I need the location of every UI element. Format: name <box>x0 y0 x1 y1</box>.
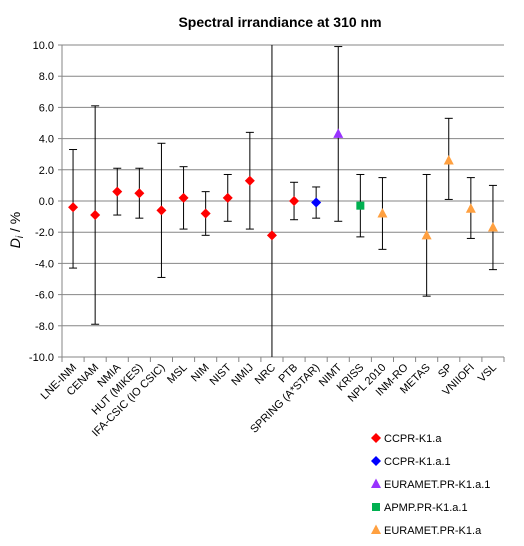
data-point <box>311 197 322 208</box>
data-point <box>90 210 101 221</box>
data-point <box>178 192 189 203</box>
category-label: NMIJ <box>229 362 256 389</box>
data-point <box>443 154 454 165</box>
legend-entry: EURAMET.PR-K1.a <box>384 525 482 537</box>
data-point <box>134 188 145 199</box>
y-tick-label: -6.0 <box>35 290 54 302</box>
legend-entry: EURAMET.PR-K1.a.1 <box>384 479 490 491</box>
data-point <box>266 230 277 241</box>
y-tick-label: -8.0 <box>35 321 54 333</box>
legend-entry: CCPR-K1.a.1 <box>384 456 451 468</box>
category-label: NRC <box>253 362 278 387</box>
data-point <box>465 203 476 213</box>
legend-marker <box>371 524 381 534</box>
y-tick-label: 2.0 <box>39 165 54 177</box>
data-point <box>289 196 300 206</box>
legend-entry: CCPR-K1.a <box>384 433 442 445</box>
x-tick-marks <box>61 357 505 362</box>
data-point <box>112 186 123 197</box>
data-point <box>244 175 255 186</box>
y-tick-label: 4.0 <box>39 134 54 146</box>
legend-marker <box>372 503 380 511</box>
category-label: NIST <box>208 361 234 387</box>
svg-text:Di / %: Di / % <box>7 212 26 248</box>
y-tick-labels: 10.0 8.0 6.0 4.0 2.0 0.0 -2.0 -4.0 -6.0 -8.0 -10.0 <box>29 40 54 364</box>
data-point <box>200 208 211 219</box>
y-axis-label: Di / % <box>7 212 26 248</box>
data-point <box>377 207 388 218</box>
y-tick-label: -2.0 <box>35 227 54 239</box>
data-point <box>68 202 79 213</box>
y-tick-label: 0.0 <box>39 196 54 208</box>
chart-title: Spectral irrandiance at 310 nm <box>178 14 381 30</box>
y-tick-label: 6.0 <box>39 102 54 114</box>
legend: CCPR-K1.a CCPR-K1.a.1 EURAMET.PR-K1.a.1 APM… <box>371 433 490 537</box>
data-point <box>421 229 432 240</box>
y-tick-label: 8.0 <box>39 71 54 83</box>
y-axis-label-sub: i <box>15 235 26 238</box>
legend-marker <box>371 478 381 488</box>
y-axis-label-rest: / % <box>7 212 23 236</box>
y-tick-label: -10.0 <box>29 352 54 364</box>
gridlines <box>58 44 504 358</box>
data-point <box>487 222 498 232</box>
category-label: VSL <box>476 362 499 385</box>
data-point <box>356 201 365 210</box>
data-point <box>156 205 167 216</box>
y-tick-label: -4.0 <box>35 258 54 270</box>
data-point <box>333 128 344 138</box>
legend-marker <box>371 433 381 443</box>
category-label: MSL <box>165 362 189 386</box>
data-markers <box>68 128 498 241</box>
y-tick-label: 10.0 <box>33 40 54 52</box>
y-axis-label-main: D <box>7 238 23 248</box>
legend-entry: APMP.PR-K1.a.1 <box>384 502 468 514</box>
legend-marker <box>371 456 381 466</box>
data-point <box>222 192 233 203</box>
